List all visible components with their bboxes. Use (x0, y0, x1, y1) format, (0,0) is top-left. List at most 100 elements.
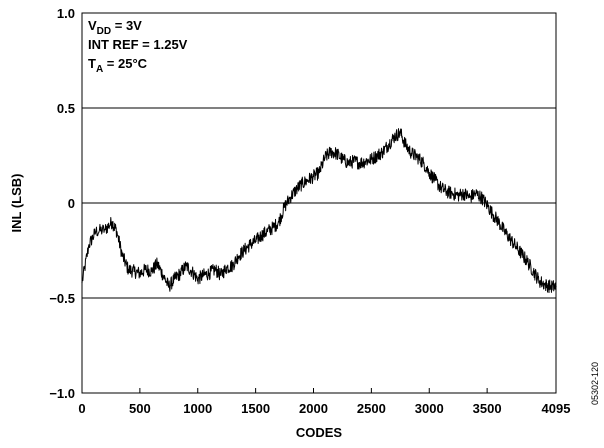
data-point (318, 172, 320, 174)
data-point (162, 274, 164, 276)
data-point (422, 162, 425, 164)
figure-id: 05302-120 (590, 362, 600, 405)
data-point (359, 162, 361, 164)
data-point (486, 204, 488, 206)
data-point (272, 227, 274, 229)
y-tick-label: 1.0 (57, 6, 75, 21)
data-point (411, 153, 413, 155)
data-point (555, 286, 557, 288)
inl-series-line (81, 128, 557, 294)
x-tick-label: 2500 (357, 401, 386, 416)
data-point (191, 270, 193, 272)
data-point (202, 274, 205, 276)
x-tick-label: 2000 (299, 401, 328, 416)
data-point (538, 280, 540, 282)
annotation-line: VDD = 3V (88, 18, 142, 37)
data-point (278, 221, 280, 223)
data-point (353, 160, 355, 162)
data-point (127, 268, 129, 271)
x-tick-labels: 0 500 1000 1500 2000 2500 3000 3500 4095 (78, 388, 570, 416)
data-point (376, 154, 378, 157)
data-point (104, 229, 106, 231)
data-point (330, 151, 332, 153)
data-point (312, 175, 315, 177)
data-point (341, 158, 344, 160)
data-point (550, 286, 552, 288)
y-tick-label: −0.5 (49, 291, 75, 306)
data-point (532, 270, 535, 272)
data-point (145, 268, 147, 271)
data-point (226, 267, 228, 269)
data-point (428, 172, 430, 174)
data-point (446, 191, 448, 193)
data-point (214, 268, 216, 271)
data-point (116, 230, 118, 233)
data-point (434, 179, 436, 181)
data-point (393, 135, 396, 138)
gridlines (82, 107, 556, 299)
data-point (139, 272, 141, 274)
data-point (283, 206, 286, 208)
data-point (388, 143, 390, 145)
data-point (133, 270, 135, 272)
data-point (382, 151, 384, 153)
annotation-line: INT REF = 1.25V (88, 37, 188, 52)
data-point (185, 265, 187, 267)
y-tick-label: −1.0 (49, 386, 75, 401)
data-point (243, 249, 245, 252)
data-point (521, 253, 523, 255)
data-point (480, 196, 482, 198)
data-point (266, 230, 268, 233)
series-layer (81, 128, 557, 294)
data-point (88, 244, 90, 246)
data-point (457, 194, 459, 196)
data-point (544, 284, 546, 286)
data-point (347, 162, 349, 164)
data-point (111, 221, 113, 223)
x-tick-label: 3000 (415, 401, 444, 416)
data-point (469, 196, 471, 198)
annotation-line: TA = 25°C (88, 56, 148, 75)
data-point (121, 255, 124, 257)
data-point (336, 153, 338, 155)
data-point (295, 189, 297, 191)
data-point (237, 255, 239, 257)
data-point (208, 272, 210, 274)
data-point (197, 278, 199, 280)
x-tick-label: 4095 (542, 401, 571, 416)
data-point (440, 187, 442, 189)
data-point (364, 160, 367, 162)
data-point (150, 270, 153, 272)
data-point (503, 230, 506, 233)
data-point (231, 265, 234, 267)
x-tick-label: 1500 (241, 401, 270, 416)
data-point (249, 244, 251, 246)
data-point (527, 261, 529, 263)
data-point (498, 221, 500, 223)
data-point (307, 179, 309, 181)
data-point (81, 282, 83, 284)
data-point (174, 278, 176, 280)
x-tick-label: 0 (78, 401, 85, 416)
x-tick-label: 1000 (183, 401, 212, 416)
data-point (324, 156, 326, 158)
data-point (179, 272, 181, 274)
data-point (95, 230, 97, 233)
data-point (220, 274, 222, 276)
y-tick-label: 0.5 (57, 101, 75, 116)
y-tick-label: 0 (68, 196, 75, 211)
data-point (492, 213, 494, 215)
data-point (301, 183, 303, 185)
data-point (474, 192, 477, 195)
x-tick-label: 500 (129, 401, 151, 416)
data-point (370, 158, 372, 160)
data-point (255, 240, 257, 242)
data-point (156, 263, 158, 265)
data-point (289, 196, 291, 198)
data-point (463, 192, 465, 195)
data-point (168, 286, 170, 288)
y-tick-labels: 1.0 0.5 0 −0.5 −1.0 (49, 6, 87, 401)
data-point (509, 238, 511, 240)
